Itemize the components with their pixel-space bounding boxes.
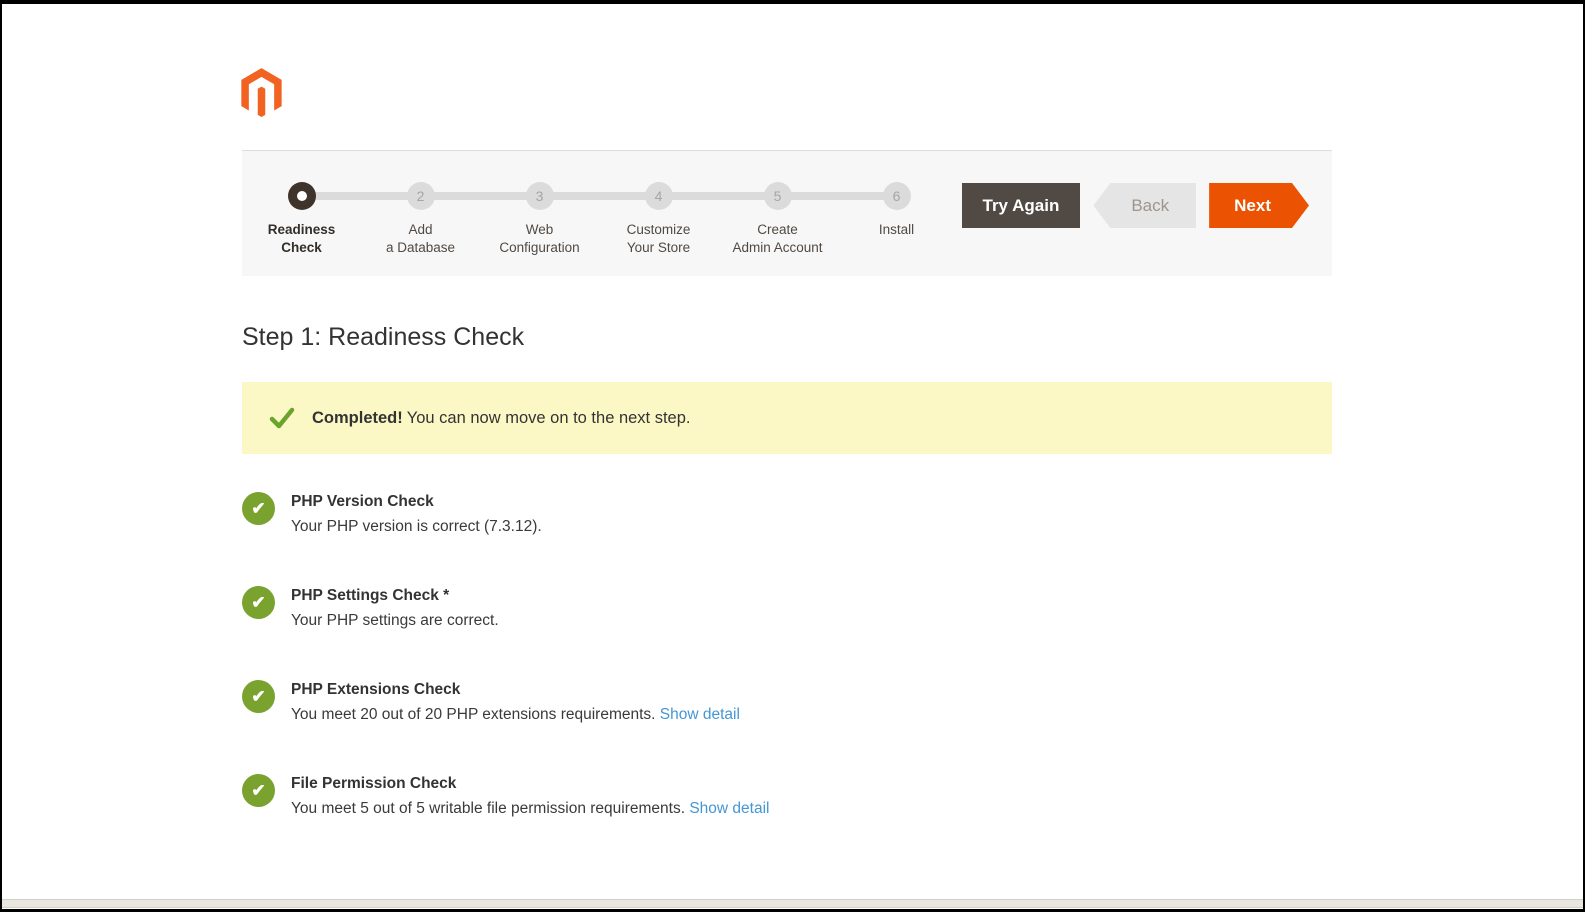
check-description: You meet 5 out of 5 writable file permis… <box>291 800 770 817</box>
progress-step-install: 6 Install <box>837 182 956 257</box>
check-icon <box>269 407 295 429</box>
wizard-nav-panel: 1 Readiness Check 2 Add a Database 3 <box>242 150 1332 276</box>
check-item-file-permission: ✔ File Permission Check You meet 5 out o… <box>242 774 1332 818</box>
check-item-php-version: ✔ PHP Version Check Your PHP version is … <box>242 492 1332 536</box>
check-item-php-settings: ✔ PHP Settings Check * Your PHP settings… <box>242 586 1332 630</box>
step-label: Install <box>878 222 915 237</box>
step-dot: 6 <box>882 182 911 210</box>
progress-step-web-configuration: 3 Web Configuration <box>480 182 599 257</box>
check-description: You meet 20 out of 20 PHP extensions req… <box>291 706 740 723</box>
wizard-actions: Try Again Back Next <box>961 183 1310 228</box>
show-detail-link[interactable]: Show detail <box>659 706 740 723</box>
check-description: Your PHP version is correct (7.3.12). <box>291 518 542 535</box>
page-title: Step 1: Readiness Check <box>242 323 525 351</box>
check-circle-icon: ✔ <box>242 586 275 619</box>
show-detail-link[interactable]: Show detail <box>689 800 770 817</box>
next-button[interactable]: Next <box>1209 183 1309 228</box>
progress-step-customize-your-store: 4 Customize Your Store <box>599 182 718 257</box>
completed-banner: Completed! You can now move on to the nex… <box>242 382 1332 454</box>
check-circle-icon: ✔ <box>242 680 275 713</box>
step-dot: 1 <box>287 182 316 210</box>
footer-bar <box>2 899 1583 908</box>
readiness-check-list: ✔ PHP Version Check Your PHP version is … <box>242 492 1332 868</box>
banner-text-bold: Completed! <box>312 408 403 427</box>
banner-text: Completed! You can now move on to the nex… <box>312 408 691 427</box>
step-label: Readiness Check <box>267 222 336 255</box>
progress-track <box>302 192 898 200</box>
step-dot: 2 <box>406 182 435 210</box>
check-circle-icon: ✔ <box>242 774 275 807</box>
check-description: Your PHP settings are correct. <box>291 612 499 629</box>
step-label: Web Configuration <box>499 222 580 255</box>
check-title: PHP Settings Check * <box>291 587 450 604</box>
step-dot: 4 <box>644 182 673 210</box>
check-title: PHP Extensions Check <box>291 681 461 698</box>
try-again-button[interactable]: Try Again <box>961 183 1081 228</box>
magento-logo-icon <box>241 68 282 117</box>
step-dot: 5 <box>763 182 792 210</box>
check-item-php-extensions: ✔ PHP Extensions Check You meet 20 out o… <box>242 680 1332 724</box>
step-label: Add a Database <box>385 222 456 255</box>
check-circle-icon: ✔ <box>242 492 275 525</box>
progress-step-create-admin-account: 5 Create Admin Account <box>718 182 837 257</box>
progress-step-readiness-check: 1 Readiness Check <box>242 182 361 257</box>
step-label: Customize Your Store <box>626 222 691 255</box>
progress-step-add-database: 2 Add a Database <box>361 182 480 257</box>
check-title: File Permission Check <box>291 775 457 792</box>
progress-bar: 1 Readiness Check 2 Add a Database 3 <box>242 182 962 257</box>
step-label: Create Admin Account <box>732 222 823 255</box>
back-button[interactable]: Back <box>1093 183 1197 228</box>
check-title: PHP Version Check <box>291 493 434 510</box>
step-dot: 3 <box>525 182 554 210</box>
